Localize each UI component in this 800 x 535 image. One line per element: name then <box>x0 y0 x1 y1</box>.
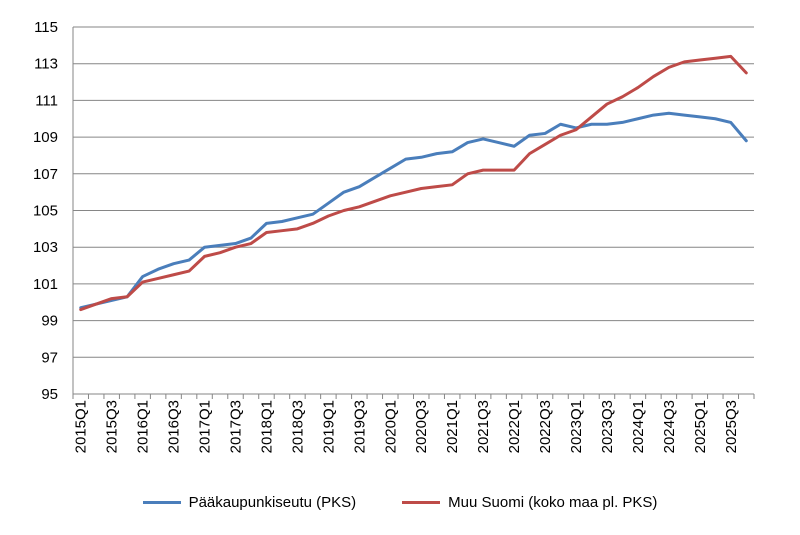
legend-item-pks: Pääkaupunkiseutu (PKS) <box>142 493 357 511</box>
x-tick-labels: 2015Q1 2015Q3 2016Q1 2016Q3 2017Q1 2017Q3 2018… <box>73 400 740 453</box>
series-line-1 <box>79 54 748 312</box>
legend-swatch-pks <box>142 500 181 504</box>
x-tick-label: 2020Q1 <box>382 400 399 453</box>
x-tick-label: 2022Q1 <box>506 400 523 453</box>
x-tick-label: 2018Q3 <box>289 400 306 453</box>
axes <box>72 27 755 399</box>
x-tick-label: 2015Q1 <box>73 400 90 453</box>
legend-label-pks: Pääkaupunkiseutu (PKS) <box>188 493 357 511</box>
y-tick-label: 115 <box>34 19 58 36</box>
x-tick-label: 2019Q1 <box>320 400 337 453</box>
y-tick-labels: 95 97 99 101 103 105 107 109 111 113 115 <box>33 19 58 403</box>
x-tick-label: 2024Q1 <box>630 400 647 453</box>
x-tick-label: 2017Q1 <box>197 400 214 453</box>
series-line-0 <box>79 111 748 310</box>
x-tick-label: 2018Q1 <box>258 400 275 453</box>
x-tick-label: 2025Q1 <box>692 400 709 453</box>
x-tick-label: 2023Q3 <box>599 400 616 453</box>
legend-swatch-muu-suomi <box>402 500 441 504</box>
x-tick-label: 2022Q3 <box>537 400 554 453</box>
legend-label-muu-suomi: Muu Suomi (koko maa pl. PKS) <box>448 493 658 511</box>
x-tick-label: 2025Q3 <box>723 400 740 453</box>
y-tick-label: 103 <box>33 239 58 256</box>
y-tick-label: 105 <box>33 203 58 220</box>
x-tick-label: 2021Q1 <box>444 400 461 453</box>
y-tick-label: 95 <box>41 386 58 403</box>
y-tick-label: 111 <box>35 92 58 109</box>
series-lines <box>79 54 748 312</box>
x-tick-label: 2017Q3 <box>228 400 245 453</box>
x-tick-label: 2021Q3 <box>475 400 492 453</box>
x-tick-label: 2016Q3 <box>166 400 183 453</box>
y-tick-label: 109 <box>33 129 58 146</box>
legend: Pääkaupunkiseutu (PKS) Muu Suomi (koko m… <box>0 490 800 514</box>
x-tick-label: 2015Q3 <box>104 400 121 453</box>
x-tick-label: 2016Q1 <box>135 400 152 453</box>
x-tick-label: 2020Q3 <box>413 400 430 453</box>
y-tick-label: 107 <box>33 166 58 183</box>
x-tick-label: 2019Q3 <box>351 400 368 453</box>
legend-item-muu-suomi: Muu Suomi (koko maa pl. PKS) <box>402 494 657 511</box>
y-tick-label: 99 <box>41 313 58 330</box>
y-tick-label: 97 <box>41 349 58 366</box>
x-tick-label: 2023Q1 <box>568 400 585 453</box>
x-tick-label: 2024Q3 <box>661 400 678 453</box>
gridlines <box>73 26 754 358</box>
y-tick-label: 113 <box>34 56 58 73</box>
y-tick-label: 101 <box>33 276 58 293</box>
